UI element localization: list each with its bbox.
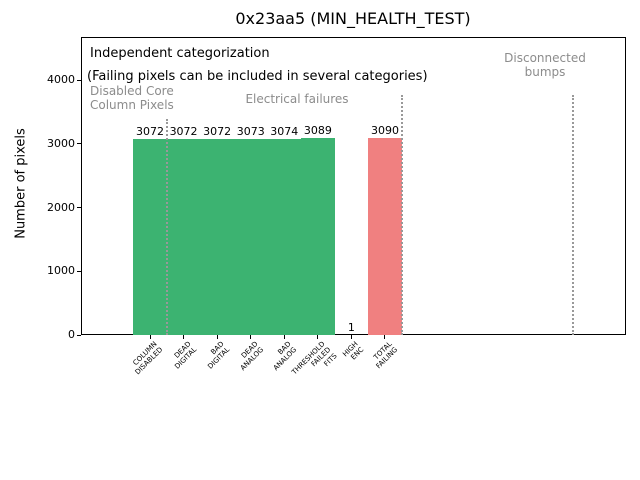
bar-value-label: 3089 xyxy=(303,124,332,138)
category-separator-line xyxy=(571,95,574,335)
bar xyxy=(200,139,234,335)
x-tick xyxy=(283,335,285,339)
bar-value-label: 3073 xyxy=(236,125,265,139)
bar-value-label: 3072 xyxy=(136,125,164,139)
x-tick xyxy=(384,335,386,339)
category-separator-line xyxy=(401,95,403,335)
annotation-failing-pixels-note: (Failing pixels can be included in sever… xyxy=(87,69,428,84)
bar xyxy=(267,139,302,335)
y-tick xyxy=(77,334,81,336)
plot-area xyxy=(81,37,626,335)
bar xyxy=(368,138,402,335)
x-tick xyxy=(317,335,319,339)
y-tick xyxy=(77,143,81,145)
bar-value-label: 3072 xyxy=(169,125,198,139)
x-tick xyxy=(250,335,252,339)
y-tick-label: 4000 xyxy=(47,73,75,86)
x-tick xyxy=(183,335,185,339)
bar xyxy=(233,139,268,335)
x-tick xyxy=(350,335,352,339)
bar-value-label: 3074 xyxy=(270,125,299,139)
bar xyxy=(166,139,201,335)
y-tick xyxy=(77,207,81,208)
y-tick-label: 0 xyxy=(68,328,75,341)
region-label-disconnected-bumps: Disconnected bumps xyxy=(504,51,586,80)
bar-value-label: 3072 xyxy=(203,125,232,139)
region-label-electrical-failures: Electrical failures xyxy=(245,92,349,106)
annotation-independent-categorization: Independent categorization xyxy=(90,46,270,61)
y-axis-label: Number of pixels xyxy=(13,128,29,239)
y-tick xyxy=(77,79,81,81)
y-tick xyxy=(77,270,81,272)
bar xyxy=(301,138,335,335)
x-tick xyxy=(216,335,218,339)
x-tick xyxy=(149,335,151,339)
y-tick-label: 1000 xyxy=(47,264,75,278)
y-tick-label: 3000 xyxy=(47,136,75,150)
chart-title: 0x23aa5 (MIN_HEALTH_TEST) xyxy=(235,9,471,28)
bar xyxy=(133,139,167,335)
bar-value-label: 1 xyxy=(347,320,355,334)
y-tick-label: 2000 xyxy=(47,200,75,214)
region-label-disabled-core-column-pixels: Disabled Core Column Pixels xyxy=(90,84,174,113)
bar-value-label: 3090 xyxy=(370,124,399,137)
category-separator-line xyxy=(165,119,168,335)
